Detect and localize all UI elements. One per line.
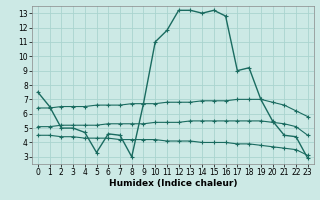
X-axis label: Humidex (Indice chaleur): Humidex (Indice chaleur): [108, 179, 237, 188]
